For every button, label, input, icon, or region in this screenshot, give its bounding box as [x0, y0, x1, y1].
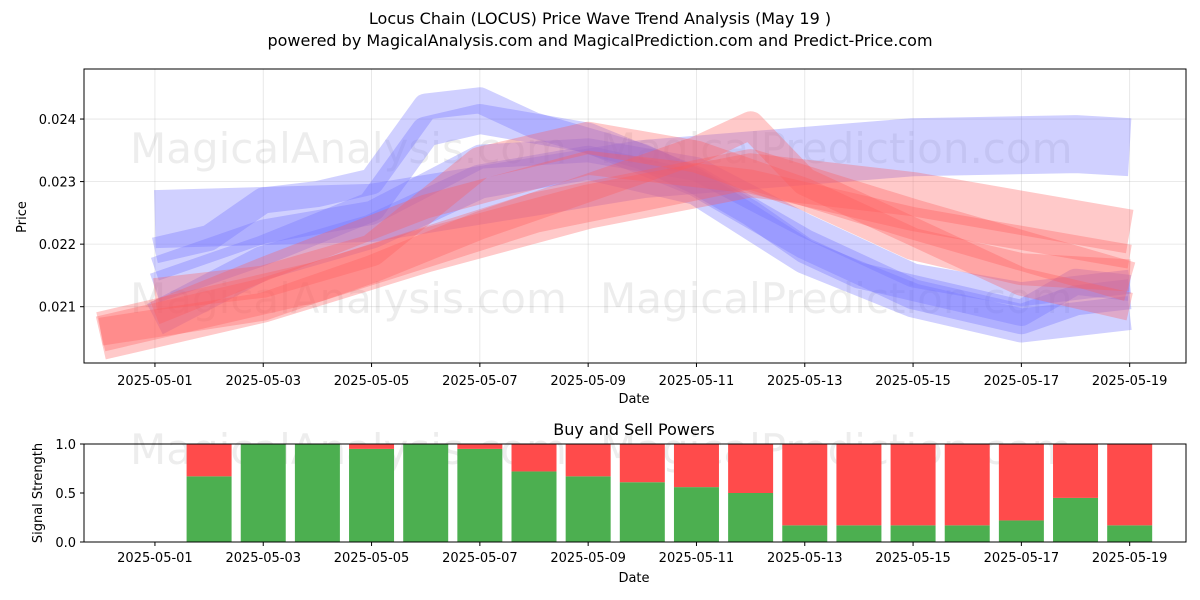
sell-power-bar: [511, 444, 557, 472]
x-tick-label: 2025-05-09: [550, 374, 626, 389]
x-tick-label: 2025-05-03: [225, 551, 301, 566]
buy-power-bar: [890, 525, 936, 542]
buy-power-bar: [1107, 525, 1153, 542]
power-x-axis-label: Date: [618, 571, 649, 586]
y-tick-label: 0.023: [39, 176, 76, 191]
sell-power-bar: [349, 444, 395, 449]
wave-band-blue: [151, 87, 1132, 326]
buy-power-bar: [403, 444, 449, 542]
x-tick-label: 2025-05-05: [334, 551, 410, 566]
power-bars: [186, 444, 1153, 542]
y-tick-label: 0.0: [55, 536, 76, 551]
wave-band-red: [150, 150, 1132, 325]
y-tick-label: 1.0: [55, 438, 76, 453]
buy-power-bar: [294, 444, 340, 542]
x-tick-label: 2025-05-03: [225, 374, 301, 389]
sell-power-bar: [619, 444, 665, 483]
buy-power-bar: [349, 448, 395, 542]
sell-power-bar: [890, 444, 936, 526]
power-chart-title: Buy and Sell Powers: [553, 420, 715, 439]
y-tick-label: 0.021: [39, 301, 76, 316]
x-tick-label: 2025-05-13: [767, 374, 843, 389]
x-tick-label: 2025-05-09: [550, 551, 626, 566]
sell-power-bar: [1053, 444, 1099, 498]
x-tick-label: 2025-05-05: [334, 374, 410, 389]
price-wave-bands: [95, 87, 1136, 360]
watermark-text: MagicalPrediction.com: [600, 274, 1073, 323]
sell-power-bar: [565, 444, 611, 477]
buy-power-bar: [186, 476, 232, 542]
buy-power-bar: [565, 476, 611, 542]
watermark-text: MagicalAnalysis.com: [130, 124, 567, 173]
x-tick-label: 2025-05-07: [442, 551, 518, 566]
sell-power-bar: [1107, 444, 1153, 526]
buy-power-bar: [457, 448, 503, 542]
buy-power-bar: [998, 520, 1044, 542]
price-y-axis-label: Price: [15, 201, 30, 233]
buy-power-bar: [619, 482, 665, 542]
y-tick-label: 0.5: [55, 487, 76, 502]
buy-power-bar: [836, 525, 882, 542]
sell-power-bar: [944, 444, 990, 526]
price-watermarks: MagicalAnalysis.com MagicalPrediction.com…: [130, 124, 1073, 323]
y-tick-label: 0.024: [39, 113, 76, 128]
sell-power-bar: [728, 444, 774, 493]
x-tick-label: 2025-05-15: [875, 551, 951, 566]
price-plot-frame: [83, 68, 1187, 364]
x-tick-label: 2025-05-07: [442, 374, 518, 389]
watermark-text: MagicalAnalysis.com: [130, 274, 567, 323]
x-tick-label: 2025-05-15: [875, 374, 951, 389]
buy-power-bar: [944, 525, 990, 542]
wave-band-red: [95, 153, 1134, 360]
power-y-axis-label: Signal Strength: [31, 443, 46, 543]
x-tick-label: 2025-05-17: [984, 551, 1060, 566]
x-tick-label: 2025-05-19: [1092, 551, 1168, 566]
x-tick-label: 2025-05-17: [984, 374, 1060, 389]
sell-power-bar: [998, 444, 1044, 521]
price-x-axis-label: Date: [618, 392, 649, 407]
price-axes: 2025-05-01 2025-05-03 2025-05-05 2025-05-07…: [39, 113, 1168, 389]
watermark-text: MagicalPrediction.com: [600, 124, 1073, 173]
sell-power-bar: [457, 444, 503, 449]
x-tick-label: 2025-05-11: [659, 551, 735, 566]
chart-subtitle: powered by MagicalAnalysis.com and Magic…: [267, 31, 933, 50]
chart-title: Locus Chain (LOCUS) Price Wave Trend Ana…: [368, 9, 832, 28]
y-tick-label: 0.022: [39, 238, 76, 253]
wave-band-blue: [147, 145, 1132, 343]
wave-band-red: [153, 121, 1131, 311]
wave-band-red: [98, 111, 1133, 346]
buy-power-bar: [511, 471, 557, 542]
wave-band-blue: [149, 104, 1132, 335]
power-axes: 2025-05-01 2025-05-03 2025-05-05 2025-05-07…: [55, 438, 1167, 566]
x-tick-label: 2025-05-13: [767, 551, 843, 566]
sell-power-bar: [836, 444, 882, 526]
x-tick-label: 2025-05-11: [659, 374, 735, 389]
wave-band-blue: [154, 115, 1132, 249]
sell-power-bar: [673, 444, 719, 488]
sell-power-bar: [782, 444, 828, 526]
buy-power-bar: [1053, 497, 1099, 542]
x-tick-label: 2025-05-01: [117, 551, 193, 566]
buy-power-bar: [782, 525, 828, 542]
buy-power-bar: [728, 493, 774, 542]
buy-power-bar: [240, 444, 286, 542]
x-tick-label: 2025-05-01: [117, 374, 193, 389]
sell-power-bar: [186, 444, 232, 477]
buy-power-bar: [673, 487, 719, 542]
wave-band-blue: [150, 138, 1132, 307]
wave-band-red: [96, 149, 1136, 352]
x-tick-label: 2025-05-19: [1092, 374, 1168, 389]
price-grid: [84, 69, 1186, 363]
